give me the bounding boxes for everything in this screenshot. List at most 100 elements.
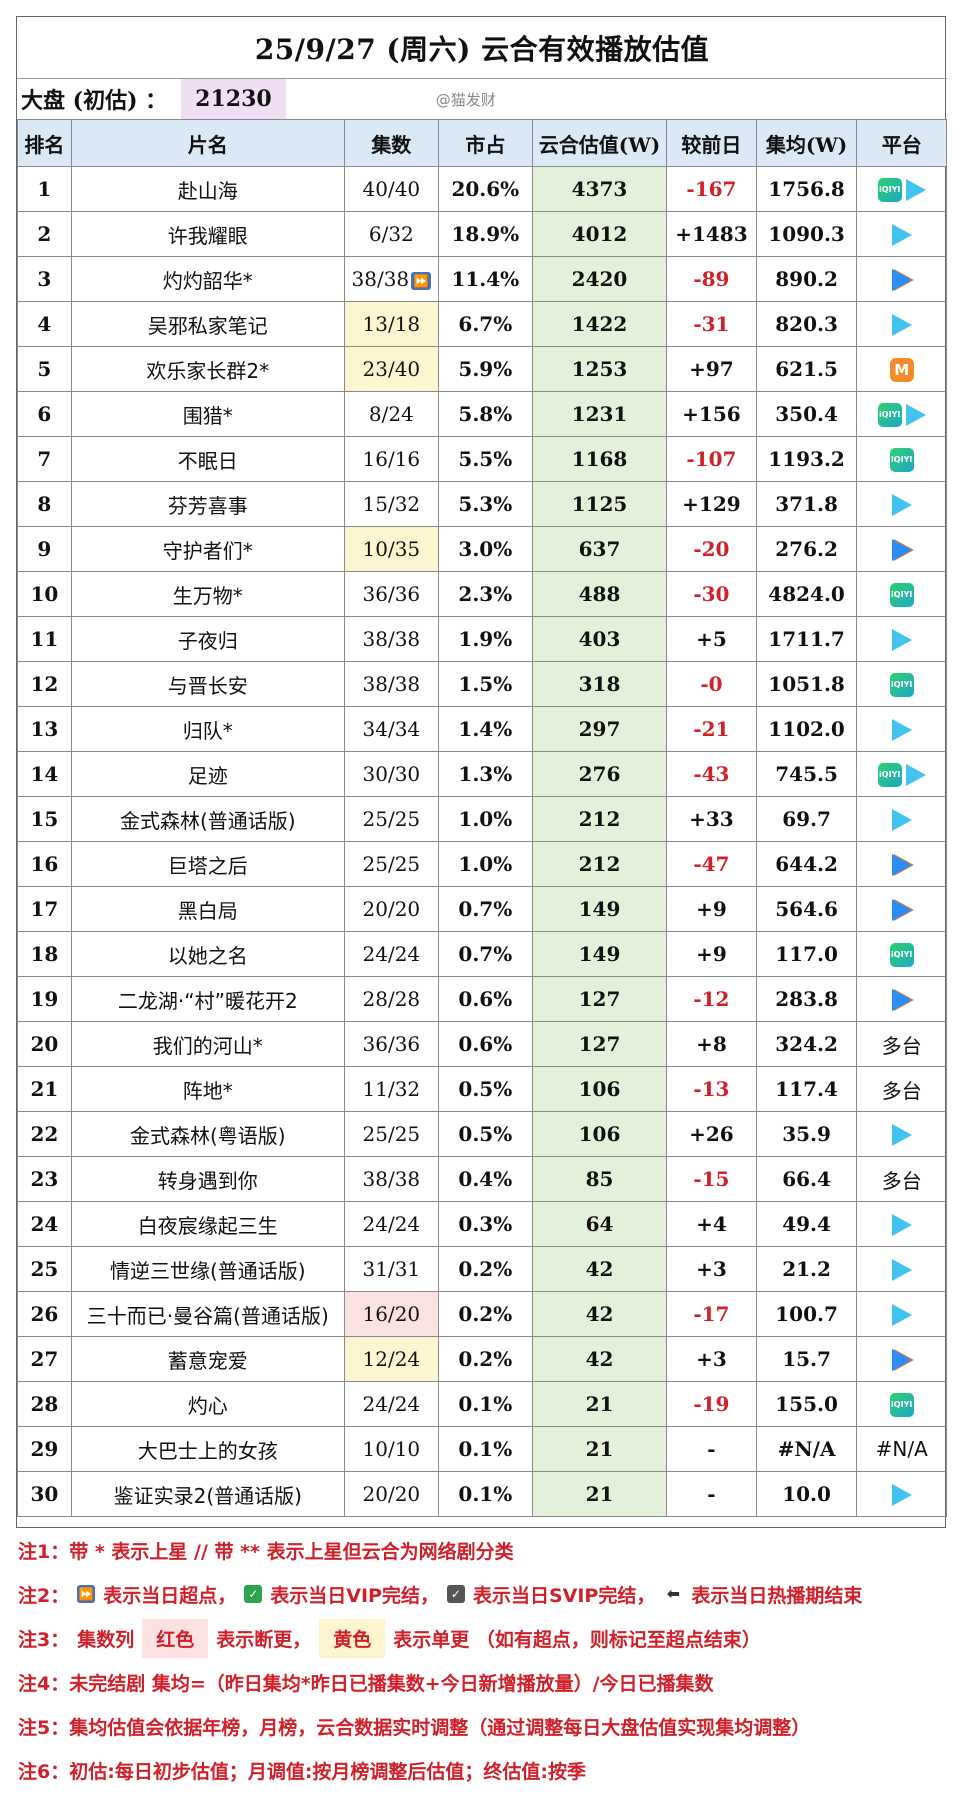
title-cell: 大巴士上的女孩 bbox=[70, 1426, 345, 1472]
title-cell: 二龙湖·“村”暖花开2 bbox=[70, 976, 345, 1022]
share-cell: 0.1% bbox=[437, 1381, 533, 1427]
share-cell: 0.1% bbox=[437, 1426, 533, 1472]
title-cell: 蓄意宠爱 bbox=[70, 1336, 345, 1382]
rank-cell: 6 bbox=[17, 391, 72, 437]
average-cell: 117.4 bbox=[755, 1066, 858, 1112]
note-3-mid: 表示断更， bbox=[216, 1628, 312, 1651]
market-label: 大盘 (初估) ： bbox=[21, 88, 168, 114]
table-row: 12 与晋长安 38/38 1.5% 318 -0 1051.8 iQIYI bbox=[17, 661, 947, 707]
platform-cell: 多台 bbox=[856, 1021, 947, 1067]
change-cell: +1483 bbox=[666, 211, 757, 257]
fast-forward-icon: ⏩ bbox=[77, 1585, 96, 1603]
change-cell: -21 bbox=[666, 706, 757, 752]
rank-cell: 7 bbox=[17, 436, 72, 482]
table-row: 18 以她之名 24/24 0.7% 149 +9 117.0 iQIYI bbox=[17, 931, 947, 977]
estimate-cell: 42 bbox=[531, 1291, 668, 1337]
change-cell: -89 bbox=[666, 256, 757, 302]
estimate-cell: 637 bbox=[531, 526, 668, 572]
platform-cell bbox=[856, 886, 947, 932]
iqiyi-icon: iQIYI bbox=[889, 582, 914, 607]
note-3-col: 集数列 bbox=[77, 1628, 135, 1651]
episodes-cell: 23/40 bbox=[343, 346, 439, 392]
average-cell: 117.0 bbox=[755, 931, 858, 977]
rank-cell: 21 bbox=[17, 1066, 72, 1112]
platform-cell bbox=[856, 1291, 947, 1337]
tencent-video-icon bbox=[891, 719, 912, 742]
share-cell: 0.6% bbox=[437, 976, 533, 1022]
estimate-cell: 106 bbox=[531, 1066, 668, 1112]
note-2: 注2： ⏩ 表示当日超点， ✓ 表示当日VIP完结， ✓ 表示当日SVIP完结，… bbox=[16, 1572, 946, 1616]
share-cell: 0.7% bbox=[437, 886, 533, 932]
platform-cell bbox=[856, 1246, 947, 1292]
table-row: 3 灼灼韶华* 38/38 ⏩ 11.4% 2420 -89 890.2 bbox=[17, 256, 947, 302]
estimate-cell: 276 bbox=[531, 751, 668, 797]
average-cell: 155.0 bbox=[755, 1381, 858, 1427]
table-row: 22 金式森林(粤语版) 25/25 0.5% 106 +26 35.9 bbox=[17, 1111, 947, 1157]
episodes-value: 16/16 bbox=[362, 447, 421, 471]
iqiyi-icon: iQIYI bbox=[877, 402, 902, 427]
col-header-title: 片名 bbox=[70, 119, 345, 167]
episodes-value: 8/24 bbox=[368, 402, 414, 426]
platform-cell bbox=[856, 481, 947, 527]
average-cell: 10.0 bbox=[755, 1471, 858, 1517]
platform-cell bbox=[856, 1201, 947, 1247]
platform-cell: iQIYI bbox=[856, 751, 947, 797]
table-row: 4 吴邪私家笔记 13/18 6.7% 1422 -31 820.3 bbox=[17, 301, 947, 347]
table-row: 20 我们的河山* 36/36 0.6% 127 +8 324.2 多台 bbox=[17, 1021, 947, 1067]
tencent-video-icon bbox=[905, 403, 926, 426]
episodes-cell: 30/30 bbox=[343, 751, 439, 797]
platform-cell bbox=[856, 256, 947, 302]
table-body: 1 赴山海 40/40 20.6% 4373 -167 1756.8 iQIYI 2 许我耀眼 6/… bbox=[17, 166, 947, 1517]
end-arrow-icon: ⬅ bbox=[666, 1584, 681, 1603]
table-row: 17 黑白局 20/20 0.7% 149 +9 564.6 bbox=[17, 886, 947, 932]
mango-tv-icon: M bbox=[889, 357, 914, 382]
col-header-platform: 平台 bbox=[856, 119, 947, 167]
table-row: 27 蓄意宠爱 12/24 0.2% 42 +3 15.7 bbox=[17, 1336, 947, 1382]
average-cell: 35.9 bbox=[755, 1111, 858, 1157]
average-cell: 745.5 bbox=[755, 751, 858, 797]
episodes-value: 15/32 bbox=[362, 492, 421, 516]
title-cell: 三十而已·曼谷篇(普通话版) bbox=[70, 1291, 345, 1337]
episodes-value: 38/38 bbox=[362, 627, 421, 651]
title-cell: 归队* bbox=[70, 706, 345, 752]
platform-cell: iQIYI bbox=[856, 931, 947, 977]
change-cell: +97 bbox=[666, 346, 757, 392]
share-cell: 3.0% bbox=[437, 526, 533, 572]
platform-cell: iQIYI bbox=[856, 391, 947, 437]
estimate-cell: 403 bbox=[531, 616, 668, 662]
share-cell: 5.8% bbox=[437, 391, 533, 437]
change-cell: +3 bbox=[666, 1246, 757, 1292]
episodes-cell: 11/32 bbox=[343, 1066, 439, 1112]
note-6: 注6：初估:每日初步估值；月调值:按月榜调整后估值；终估值:按季 bbox=[18, 1760, 587, 1783]
average-cell: 100.7 bbox=[755, 1291, 858, 1337]
episodes-value: 31/31 bbox=[362, 1257, 421, 1281]
title-cell: 以她之名 bbox=[70, 931, 345, 977]
table-row: 2 许我耀眼 6/32 18.9% 4012 +1483 1090.3 bbox=[17, 211, 947, 257]
average-cell: 1102.0 bbox=[755, 706, 858, 752]
episodes-cell: 38/38 bbox=[343, 1156, 439, 1202]
table-row: 19 二龙湖·“村”暖花开2 28/28 0.6% 127 -12 283.8 bbox=[17, 976, 947, 1022]
tencent-video-icon bbox=[905, 763, 926, 786]
share-cell: 0.4% bbox=[437, 1156, 533, 1202]
episodes-value: 10/35 bbox=[362, 537, 421, 561]
platform-cell bbox=[856, 976, 947, 1022]
episodes-value: 24/24 bbox=[362, 1392, 421, 1416]
episodes-cell: 20/20 bbox=[343, 1471, 439, 1517]
rank-cell: 12 bbox=[17, 661, 72, 707]
note-5: 注5：集均估值会依据年榜，月榜，云合数据实时调整（通过调整每日大盘估值实现集均调… bbox=[18, 1716, 811, 1739]
rank-cell: 1 bbox=[17, 166, 72, 212]
tencent-video-icon bbox=[891, 629, 912, 652]
change-cell: +3 bbox=[666, 1336, 757, 1382]
youku-icon bbox=[891, 989, 912, 1012]
table-row: 26 三十而已·曼谷篇(普通话版) 16/20 0.2% 42 -17 100.7 bbox=[17, 1291, 947, 1337]
episodes-cell: 31/31 bbox=[343, 1246, 439, 1292]
checkmark-icon: ✓ bbox=[244, 1585, 263, 1603]
episodes-cell: 25/25 bbox=[343, 796, 439, 842]
tencent-video-icon bbox=[891, 1124, 912, 1147]
note-3: 注3： 集数列 红色 表示断更， 黄色 表示单更 （如有超点，则标记至超点结束） bbox=[16, 1616, 946, 1660]
change-cell: +156 bbox=[666, 391, 757, 437]
rank-cell: 9 bbox=[17, 526, 72, 572]
title-cell: 金式森林(普通话版) bbox=[70, 796, 345, 842]
estimate-cell: 212 bbox=[531, 796, 668, 842]
share-cell: 1.9% bbox=[437, 616, 533, 662]
